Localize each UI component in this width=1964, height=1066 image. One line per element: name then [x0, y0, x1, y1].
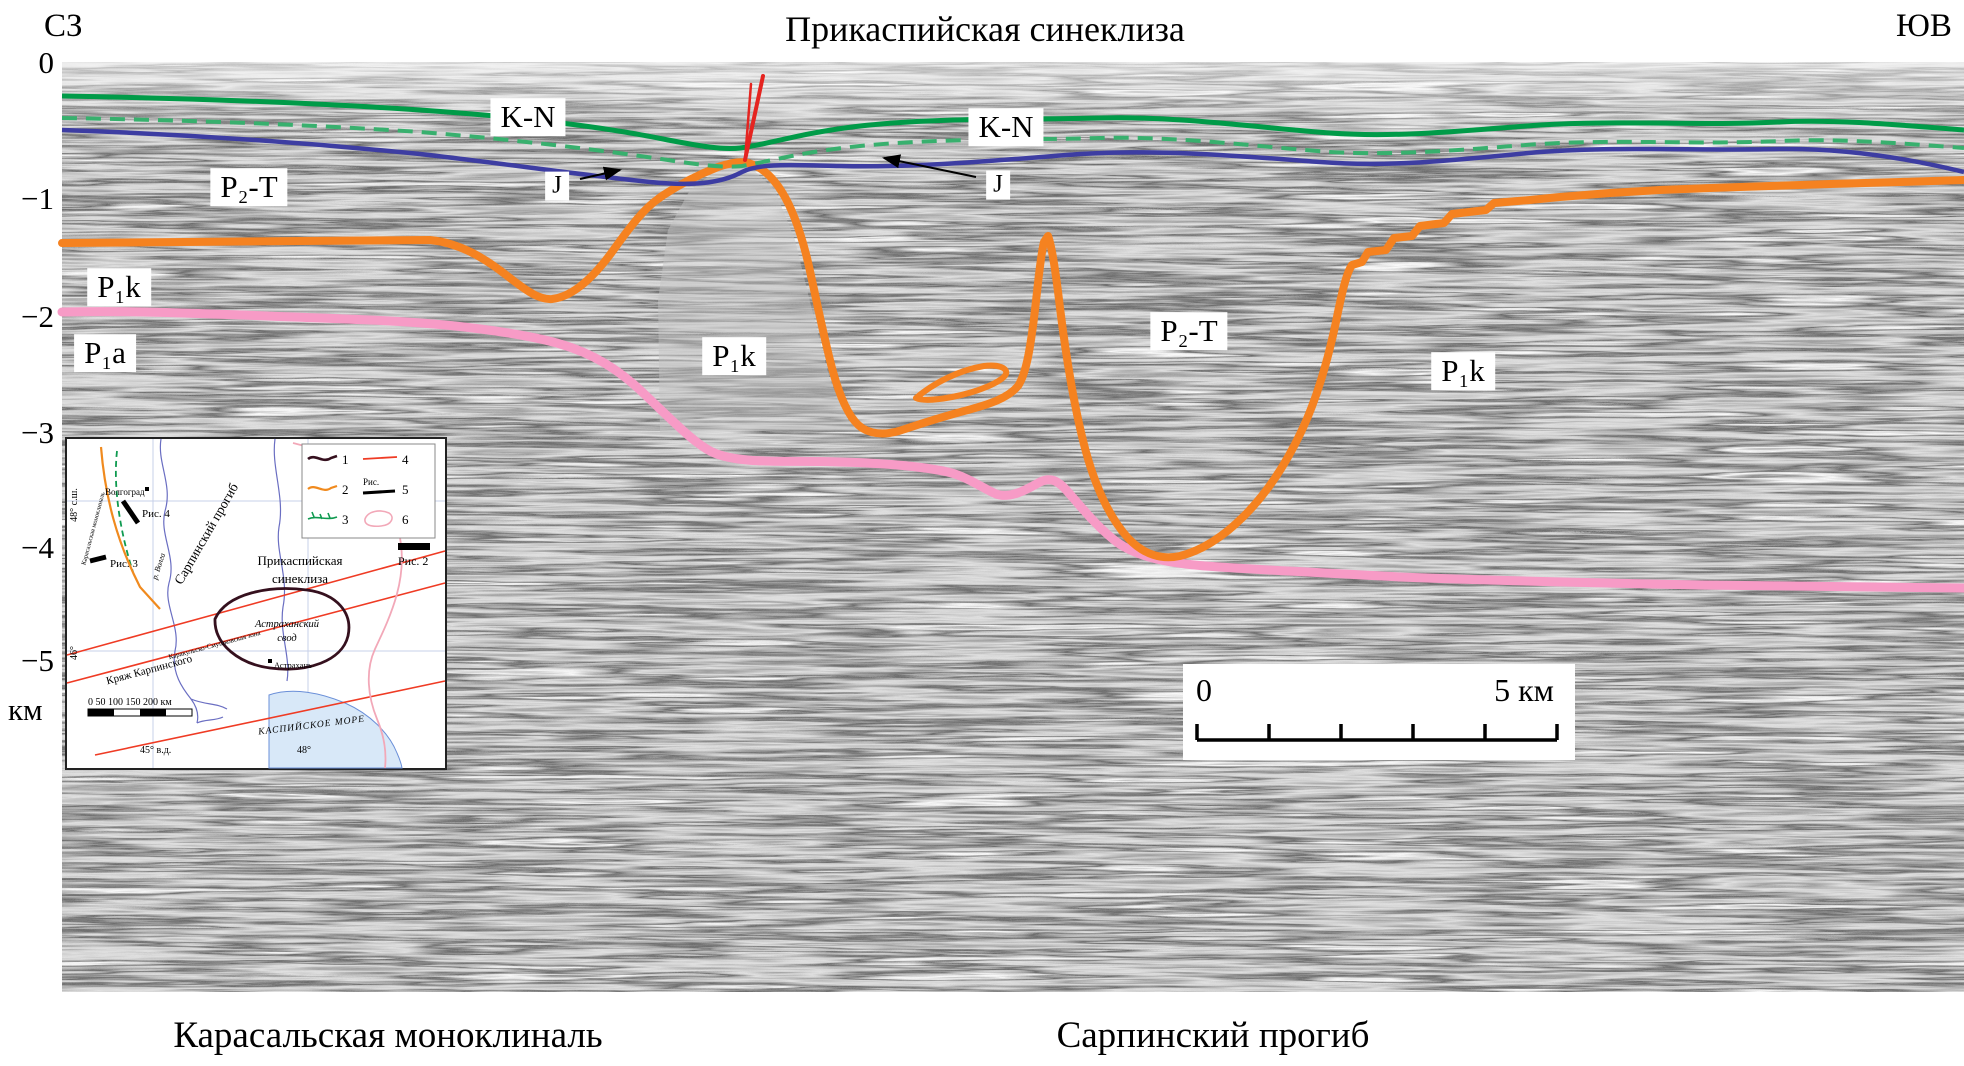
legend-symbol-2	[307, 484, 338, 491]
astrakhan-city-label: Астрахань	[274, 660, 312, 670]
lon-left-label: 45° в.д.	[140, 745, 171, 756]
legend-symbol-5	[362, 489, 396, 495]
horizon-p1k-top-orange	[58, 158, 1964, 562]
green-boundary-line	[114, 450, 134, 573]
river-lines	[159, 438, 289, 724]
legend-num-6: 6	[402, 512, 409, 527]
legend-num-3: 3	[342, 512, 349, 527]
legend-num-1: 1	[342, 452, 349, 467]
label-p1a: P₁a	[74, 334, 136, 372]
legend-symbol-6	[364, 510, 393, 528]
direction-se-label: ЮВ	[1896, 8, 1952, 44]
depth-tick-3: −3	[21, 415, 54, 450]
label-p1k-center: P₁k	[702, 337, 766, 375]
figure-title: Прикаспийская синеклиза	[785, 9, 1185, 49]
fig4-label: Рис. 4	[142, 508, 170, 520]
location-inset-map: Волгоград Рис. 4 Рис. 3 Рис. 2 Сарпински…	[65, 437, 447, 770]
label-p2t-right: P₂-T	[1150, 312, 1228, 350]
label-j-right: J	[986, 170, 1010, 200]
depth-tick-4: −4	[21, 530, 54, 565]
label-kn-left: K-N	[490, 98, 566, 136]
syneclise-label-line1: Прикаспийская	[257, 553, 342, 568]
label-p1k-right: P₁k	[1431, 352, 1495, 390]
direction-nw-label: СЗ	[44, 8, 83, 44]
profile-bar-fig3	[89, 554, 107, 564]
astrakhan-arch-label-line2: свод	[277, 633, 297, 644]
lon-right-label: 48°	[297, 745, 311, 756]
graticule-lines	[67, 439, 445, 768]
astrakhan-arch-label-line1: Астраханский	[254, 619, 320, 630]
legend-profile-label: Рис.	[363, 477, 379, 487]
fault-line	[743, 74, 765, 162]
volgograd-marker	[145, 487, 149, 491]
depth-tick-1: −1	[21, 181, 54, 216]
lat-bottom-label: 46°	[69, 646, 80, 660]
legend-symbol-4	[362, 456, 398, 460]
j-arrow-left	[579, 166, 622, 181]
horizon-p1a-top-pink	[57, 307, 1964, 593]
depth-tick-2: −2	[21, 299, 54, 334]
profile-bar-fig4	[120, 499, 141, 525]
fault-line-branch	[743, 82, 753, 162]
orange-lens	[913, 362, 1010, 403]
legend-symbol-1	[307, 454, 338, 462]
depth-tick-5: −5	[21, 643, 54, 678]
map-scale-seg1	[88, 709, 114, 716]
depth-axis-unit: км	[8, 692, 43, 727]
label-j-left: J	[545, 171, 569, 201]
horizon-j-blue	[61, 127, 1964, 187]
legend-num-5: 5	[402, 482, 409, 497]
profile-bar-fig2	[398, 543, 430, 550]
map-scale-seg2	[140, 709, 166, 716]
map-scale-text: 0 50 100 150 200 км	[88, 697, 172, 708]
depth-tick-0: 0	[38, 45, 55, 80]
fig3-label: Рис. 3	[110, 558, 138, 570]
footer-trough-label: Сарпинский прогиб	[1056, 1015, 1370, 1056]
lat-top-label: 48° с.ш.	[69, 488, 80, 522]
syneclise-dark-boundary	[213, 587, 351, 671]
label-p1k-left: P₁k	[87, 268, 151, 306]
scale-bar	[1195, 724, 1559, 742]
syneclise-label-line2: синеклиза	[272, 571, 328, 586]
legend-symbol-3	[307, 511, 338, 520]
j-arrow-right	[882, 154, 977, 178]
orange-boundary-line	[99, 446, 161, 610]
astrakhan-marker	[268, 659, 272, 663]
legend-num-4: 4	[402, 452, 409, 467]
label-kn-right: K-N	[968, 108, 1044, 146]
scalebar-start: 0	[1188, 672, 1220, 709]
karpinsky-fault-lines	[66, 550, 446, 756]
label-p2t-left: P₂-T	[210, 168, 288, 206]
inset-legend: 1 2 3 4 Рис. 5 6	[301, 443, 436, 539]
fig2-label: Рис. 2	[398, 554, 428, 568]
footer-monocline-label: Карасальская моноклиналь	[173, 1015, 603, 1056]
legend-num-2: 2	[342, 482, 349, 497]
volgograd-label: Волгоград	[105, 487, 145, 497]
scalebar-end: 5 км	[1486, 672, 1562, 709]
